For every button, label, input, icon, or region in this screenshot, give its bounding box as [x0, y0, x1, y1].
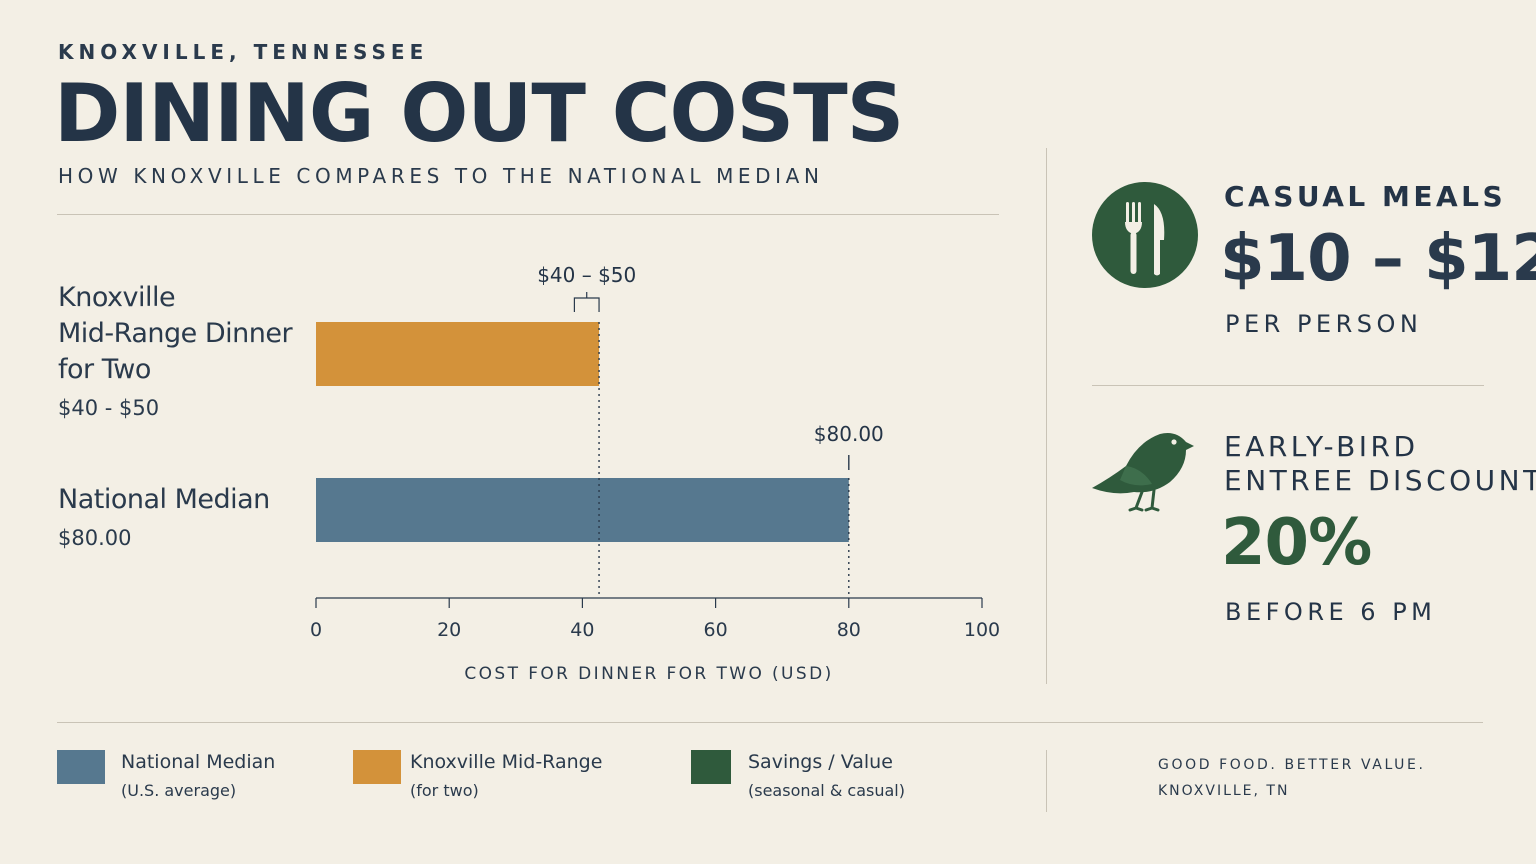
category-value-national: $80.00 — [58, 526, 132, 550]
annotation-knoxville: $40 – $50 — [537, 263, 636, 287]
category-label-knoxville: Knoxville Mid-Range Dinner for Two — [58, 282, 293, 385]
legend-label-knoxville: Knoxville Mid-Range — [410, 751, 603, 773]
x-tick-label-0: 0 — [310, 619, 322, 641]
legend-swatch-savings — [691, 750, 731, 784]
bar-chart: 0 20 40 60 80 100 $40 – $50 $80.00 — [310, 263, 1000, 641]
early-bird-sub: BEFORE 6 PM — [1225, 598, 1437, 626]
fork-knife-icon — [1092, 182, 1198, 288]
category-value-knoxville: $40 - $50 — [58, 396, 160, 420]
panel-divider — [1046, 148, 1047, 684]
early-bird-heading-2: ENTREE DISCOUNT — [1224, 464, 1536, 497]
footer-tagline: GOOD FOOD. BETTER VALUE. — [1158, 757, 1426, 773]
legend-label-savings: Savings / Value — [748, 751, 893, 773]
casual-meals-heading: CASUAL MEALS — [1224, 180, 1507, 213]
legend-swatch-national — [57, 750, 105, 784]
footer-location: KNOXVILLE, TN — [1158, 783, 1290, 799]
range-bracket — [573, 297, 600, 312]
category-label-national: National Median — [58, 484, 270, 515]
early-bird-value: 20% — [1221, 506, 1372, 580]
x-tick-label-60: 60 — [704, 619, 728, 641]
legend-sub-national: (U.S. average) — [121, 781, 237, 800]
legend-label-national: National Median — [121, 751, 276, 773]
bar-national — [316, 478, 849, 542]
casual-meals-value: $10 – $12 — [1220, 222, 1536, 296]
header-divider — [57, 214, 999, 215]
early-bird-heading-1: EARLY-BIRD — [1224, 430, 1419, 463]
legend-sub-savings: (seasonal & casual) — [748, 781, 905, 800]
x-tick-label-40: 40 — [570, 619, 594, 641]
bar-knoxville — [316, 322, 600, 386]
kicker: KNOXVILLE, TENNESSEE — [58, 40, 429, 64]
x-tick-label-20: 20 — [437, 619, 461, 641]
page-subtitle: HOW KNOXVILLE COMPARES TO THE NATIONAL M… — [58, 164, 824, 188]
panel-separator — [1092, 385, 1484, 386]
page-title: DINING OUT COSTS — [54, 67, 904, 160]
footer-divider — [57, 722, 1483, 723]
footer-vertical-divider — [1046, 750, 1047, 812]
annotation-national: $80.00 — [814, 422, 884, 446]
legend-swatch-knoxville — [353, 750, 401, 784]
casual-meals-sub: PER PERSON — [1225, 310, 1423, 338]
bird-icon — [1090, 428, 1196, 518]
x-tick-label-100: 100 — [964, 619, 1000, 641]
legend-sub-knoxville: (for two) — [410, 781, 479, 800]
x-tick-label-80: 80 — [837, 619, 861, 641]
x-axis-title: COST FOR DINNER FOR TWO (USD) — [464, 664, 834, 684]
